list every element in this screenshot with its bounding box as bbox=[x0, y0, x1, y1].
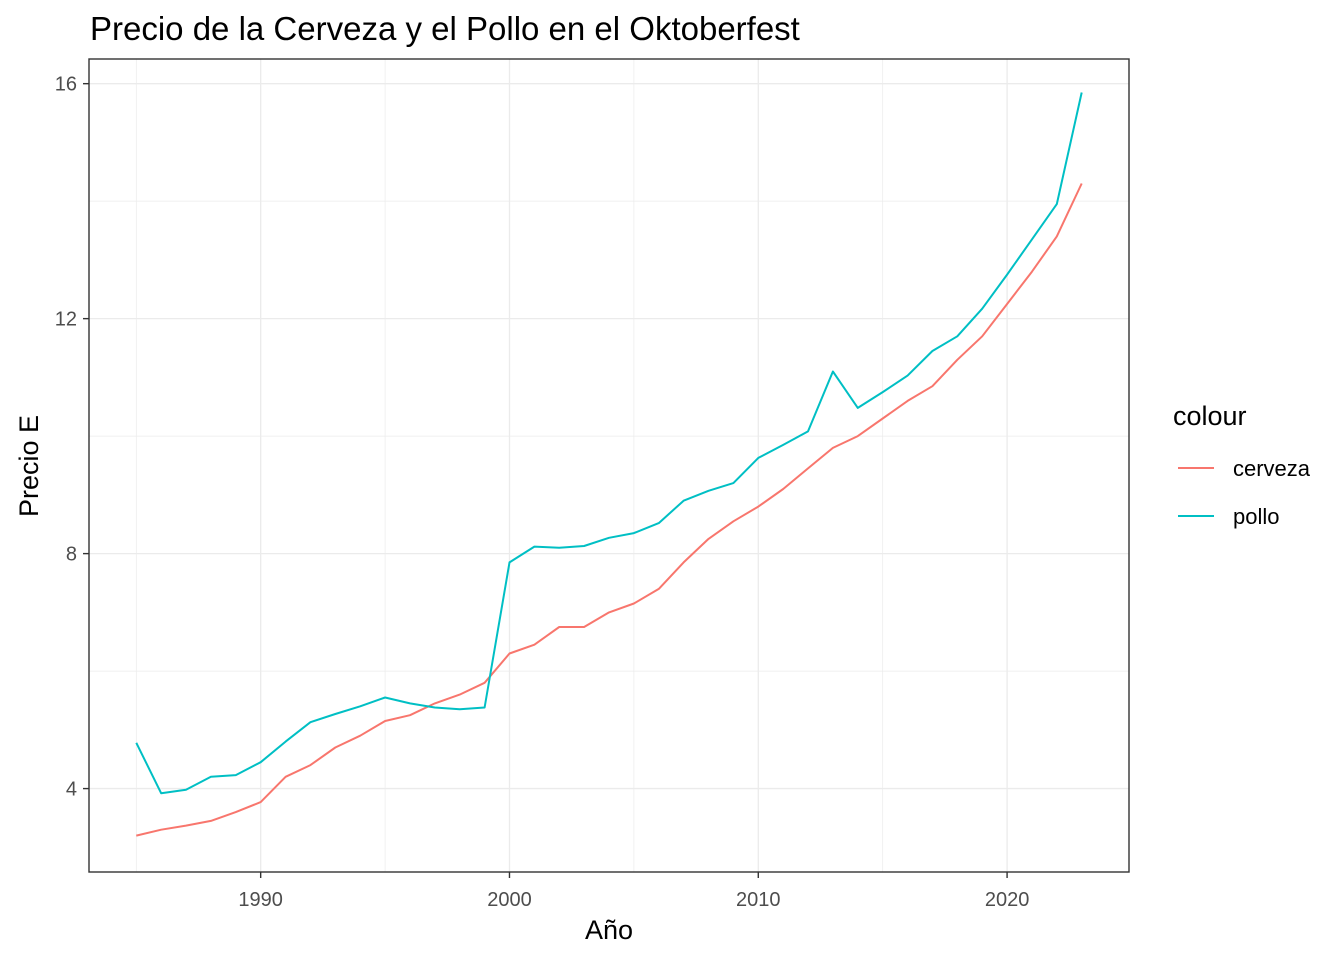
legend-items: cerveza pollo bbox=[1178, 456, 1311, 529]
y-axis: 4 8 12 16 bbox=[55, 74, 89, 801]
legend: colour cerveza pollo bbox=[1173, 401, 1311, 529]
series-line-pollo bbox=[135, 92, 1083, 795]
grid-lines bbox=[89, 59, 1129, 872]
x-axis-title: Año bbox=[585, 915, 633, 945]
legend-label-cerveza: cerveza bbox=[1233, 456, 1311, 481]
x-axis: 1990 2000 2010 2020 bbox=[238, 872, 1029, 911]
chart-title: Precio de la Cerveza y el Pollo en el Ok… bbox=[90, 10, 800, 47]
y-tick-label: 8 bbox=[66, 544, 77, 566]
x-tick-label: 2000 bbox=[487, 889, 532, 911]
y-tick-label: 16 bbox=[55, 74, 77, 96]
x-tick-label: 1990 bbox=[238, 889, 283, 911]
series-layer bbox=[135, 92, 1083, 837]
legend-label-pollo: pollo bbox=[1233, 504, 1279, 529]
plot-panel bbox=[89, 59, 1129, 872]
y-tick-label: 12 bbox=[55, 309, 77, 331]
plot-border bbox=[88, 58, 1130, 873]
x-tick-label: 2020 bbox=[985, 889, 1030, 911]
x-tick-label: 2010 bbox=[736, 889, 781, 911]
series-line-cerveza bbox=[136, 183, 1083, 837]
legend-title: colour bbox=[1173, 401, 1247, 431]
y-tick-label: 4 bbox=[66, 779, 77, 801]
y-axis-title: Precio E bbox=[14, 415, 44, 517]
